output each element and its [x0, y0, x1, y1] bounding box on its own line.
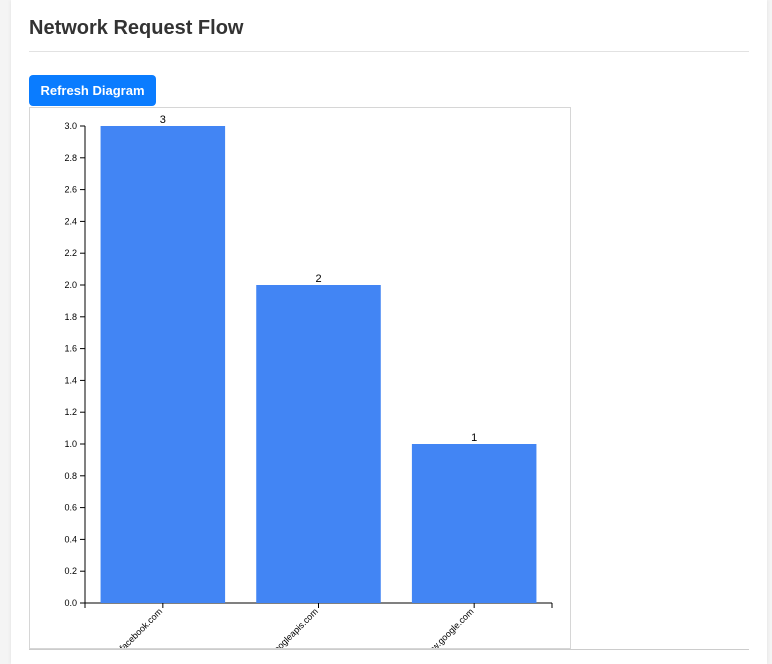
y-tick-label: 2.0: [64, 280, 77, 290]
y-tick-label: 2.8: [64, 153, 77, 163]
y-tick-label: 2.6: [64, 185, 77, 195]
bar: [411, 444, 537, 603]
bar-chart: 0.0 0.2 0.4 0.6 0.8 1.0 1.2 1.4 1.6 1.8 2.0 2.2 2.4 2…: [64, 114, 553, 648]
y-tick-label: 2.4: [64, 216, 77, 226]
main-panel: Network Request Flow Refresh Diagram 0.0…: [11, 0, 767, 664]
y-tick-label: 1.4: [64, 375, 77, 385]
page-title: Network Request Flow: [29, 17, 244, 39]
y-tick-label: 2.2: [64, 248, 77, 258]
y-tick-label: 0.2: [64, 566, 77, 576]
bar-value-label: 2: [315, 273, 321, 285]
bar: [100, 126, 226, 603]
x-tick-label: facebook.com: [118, 606, 165, 648]
bar: [256, 285, 381, 603]
y-tick-label: 1.6: [64, 344, 77, 354]
bar-value-label: 3: [160, 114, 166, 126]
y-tick-label: 0.4: [64, 534, 77, 544]
title-divider: [29, 51, 749, 52]
y-tick-label: 1.8: [64, 312, 77, 322]
y-tick-label: 1.2: [64, 407, 77, 417]
x-tick-label: googleapis.com: [268, 606, 320, 648]
bottom-divider: [29, 649, 749, 650]
refresh-diagram-button[interactable]: Refresh Diagram: [29, 75, 156, 106]
y-tick-label: 0.8: [64, 471, 77, 481]
y-tick-label: 1.0: [64, 439, 77, 449]
x-tick-label: www.google.com: [420, 606, 476, 648]
y-tick-label: 0.6: [64, 503, 77, 513]
chart-container: 0.0 0.2 0.4 0.6 0.8 1.0 1.2 1.4 1.6 1.8 2.0 2.2 2.4 2…: [29, 107, 571, 649]
y-tick-label: 3.0: [64, 121, 77, 131]
bar-value-label: 1: [471, 432, 477, 444]
y-tick-label: 0.0: [64, 598, 77, 608]
